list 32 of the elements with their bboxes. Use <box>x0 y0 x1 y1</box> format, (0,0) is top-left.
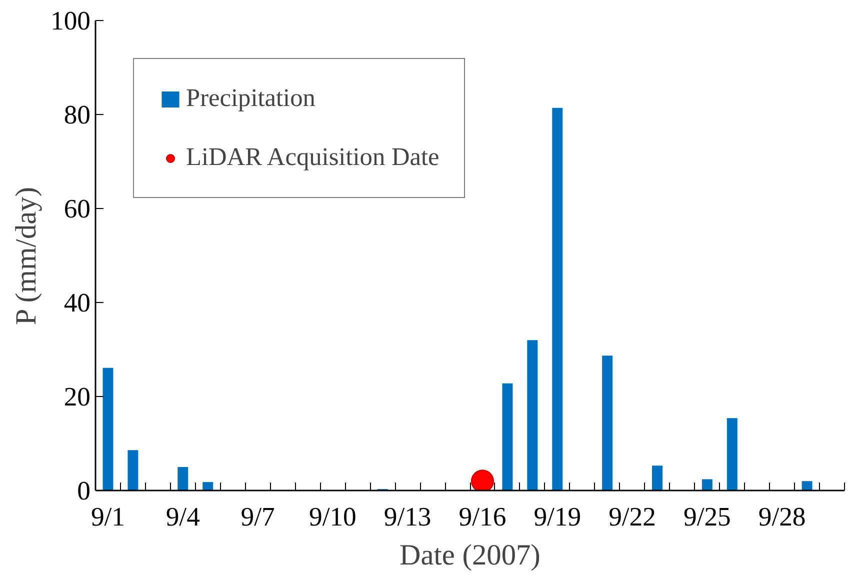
x-tick-label: 9/28 <box>758 502 806 532</box>
x-tick-label: 9/19 <box>534 502 582 532</box>
bar <box>652 466 662 490</box>
x-tick-label: 9/1 <box>90 502 126 532</box>
bar <box>202 482 214 490</box>
y-tick-label: 100 <box>50 6 90 36</box>
bar <box>102 368 114 490</box>
y-tick-label: 80 <box>64 100 90 130</box>
x-tick-label: 9/22 <box>608 502 656 532</box>
x-tick-label: 9/16 <box>458 502 506 532</box>
y-tick-label: 20 <box>64 382 90 412</box>
bar <box>552 108 563 490</box>
y-tick-label: 0 <box>77 476 90 506</box>
bar <box>602 356 613 490</box>
y-axis-title: P (mm/day) <box>10 186 43 326</box>
bar <box>702 479 712 490</box>
bar <box>502 383 513 490</box>
x-tick-label: 9/10 <box>308 502 356 532</box>
bar <box>802 481 812 490</box>
bar <box>128 450 138 490</box>
bar <box>726 418 738 490</box>
x-axis-title: Date (2007) <box>400 540 540 572</box>
bar <box>527 340 538 490</box>
legend-label: LiDAR Acquisition Date <box>186 143 440 172</box>
x-tick-label: 9/25 <box>683 502 731 532</box>
x-tick-label: 9/7 <box>240 502 275 532</box>
bar <box>178 467 188 490</box>
legend-label: Precipitation <box>186 84 316 113</box>
x-tick-label: 9/4 <box>166 502 200 532</box>
y-tick-label: 40 <box>64 288 90 318</box>
x-tick-label: 9/13 <box>384 502 432 532</box>
y-tick-label: 60 <box>64 194 90 224</box>
